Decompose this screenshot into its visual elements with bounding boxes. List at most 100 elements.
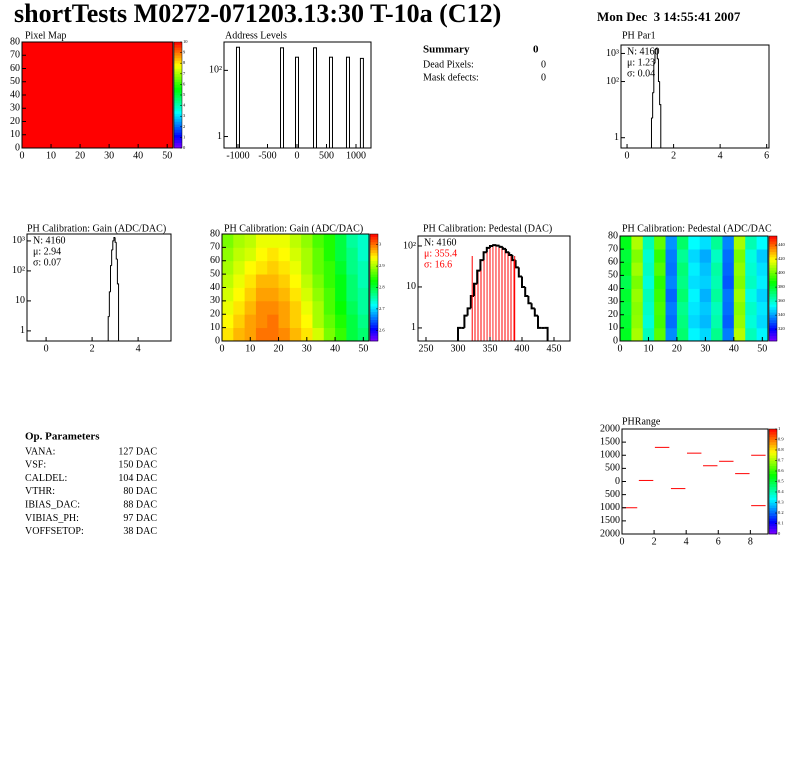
y-tick-label: 50 <box>210 268 220 279</box>
y-tick-label: 70 <box>608 243 618 254</box>
stat-text: σ: 0.04 <box>627 68 655 79</box>
color-scale <box>769 447 777 451</box>
stat-text: N: 4160 <box>424 237 457 248</box>
x-tick-label: 4 <box>136 343 141 354</box>
color-scale <box>769 455 777 459</box>
color-scale <box>769 249 777 253</box>
bar-fill <box>499 246 503 341</box>
heat-cell <box>654 275 666 289</box>
op-value: 88 DAC <box>123 499 157 510</box>
heat-cell <box>335 314 347 329</box>
z-tick-label: 0.5 <box>778 479 784 484</box>
heat-cell <box>620 236 632 250</box>
color-scale <box>174 71 182 75</box>
z-tick-label: 0.3 <box>778 500 784 505</box>
color-scale <box>370 276 378 280</box>
bar <box>537 315 542 329</box>
z-tick-label: 2 <box>183 124 185 129</box>
heat-cell <box>620 288 632 303</box>
heat-cell <box>688 301 701 316</box>
heat-cell <box>620 275 632 289</box>
color-scale-frame <box>768 235 778 342</box>
bar <box>527 296 532 305</box>
op-label: VOFFSETOP: <box>25 526 84 537</box>
z-tick-label: 7 <box>183 71 186 76</box>
z-tick-label: 0.4 <box>778 489 784 494</box>
color-scale <box>370 298 378 302</box>
z-tick-label: 0.7 <box>778 458 784 463</box>
heat-cell <box>267 300 279 315</box>
color-scale <box>370 303 378 307</box>
color-scale <box>174 79 182 83</box>
color-scale <box>174 129 182 133</box>
heat-cell <box>631 314 644 329</box>
x-tick-label: 8 <box>748 536 753 547</box>
heat-cell <box>346 327 359 342</box>
color-scale <box>769 520 777 524</box>
y-tick-label: 10 <box>608 322 618 333</box>
color-scale <box>769 241 777 245</box>
heat-cell <box>312 314 325 329</box>
color-scale <box>769 478 777 482</box>
heat-cell <box>289 234 302 248</box>
x-tick-label: 0 <box>20 150 25 161</box>
bar-fill <box>474 283 478 341</box>
x-tick-label: 10 <box>643 343 653 354</box>
color-scale <box>174 102 182 106</box>
heat-cell <box>323 327 336 342</box>
heat-cell <box>289 260 302 275</box>
stat-text: σ: 16.6 <box>424 259 452 270</box>
bar-fill <box>480 260 484 341</box>
x-tick-label: 400 <box>515 343 530 354</box>
color-scale <box>370 332 378 336</box>
color-scale <box>370 290 378 294</box>
heat-cell <box>642 275 655 289</box>
color-scale <box>370 327 378 331</box>
color-scale <box>370 274 378 278</box>
bar <box>521 276 526 288</box>
color-scale <box>174 42 182 45</box>
bar-fill <box>502 248 506 341</box>
heat-cell <box>222 300 234 315</box>
color-scale <box>370 295 378 299</box>
z-tick-label: 420 <box>778 256 786 261</box>
y-tick-label: 10² <box>606 76 619 87</box>
color-scale <box>174 76 182 80</box>
color-scale <box>769 272 777 276</box>
z-tick-label: 440 <box>778 242 786 247</box>
heat-cell <box>642 249 655 263</box>
color-scale <box>769 293 777 297</box>
bar-fill <box>512 260 515 341</box>
bar-fill <box>506 252 510 341</box>
heat-cell <box>357 314 370 329</box>
y-tick-label: 60 <box>608 257 618 268</box>
heat-cell <box>323 234 336 248</box>
heat-cell <box>346 234 359 248</box>
bar <box>514 260 519 269</box>
frame <box>417 235 571 342</box>
heat-cell <box>722 288 735 303</box>
heat-cell <box>244 300 257 315</box>
color-scale <box>174 49 182 53</box>
y-tick-label: 80 <box>10 36 20 47</box>
bar <box>501 246 506 250</box>
heat-cell <box>745 314 758 329</box>
color-scale <box>370 311 378 315</box>
heat-cell <box>244 327 257 342</box>
color-scale <box>769 335 777 339</box>
color-scale <box>769 254 777 258</box>
color-scale <box>769 505 777 509</box>
x-tick-label: 40 <box>330 343 340 354</box>
color-scale <box>769 338 777 342</box>
heat-cell <box>745 301 758 316</box>
z-tick-label: 0.6 <box>778 468 784 473</box>
heat-cell <box>711 301 723 316</box>
bar <box>652 92 654 119</box>
color-scale <box>769 442 777 446</box>
x-tick-label: 0 <box>294 150 299 161</box>
color-scale <box>769 434 777 438</box>
heat-cell <box>267 274 279 288</box>
color-scale <box>174 118 182 122</box>
heat-cell <box>346 260 359 275</box>
y-tick-label: 10³ <box>12 235 25 246</box>
